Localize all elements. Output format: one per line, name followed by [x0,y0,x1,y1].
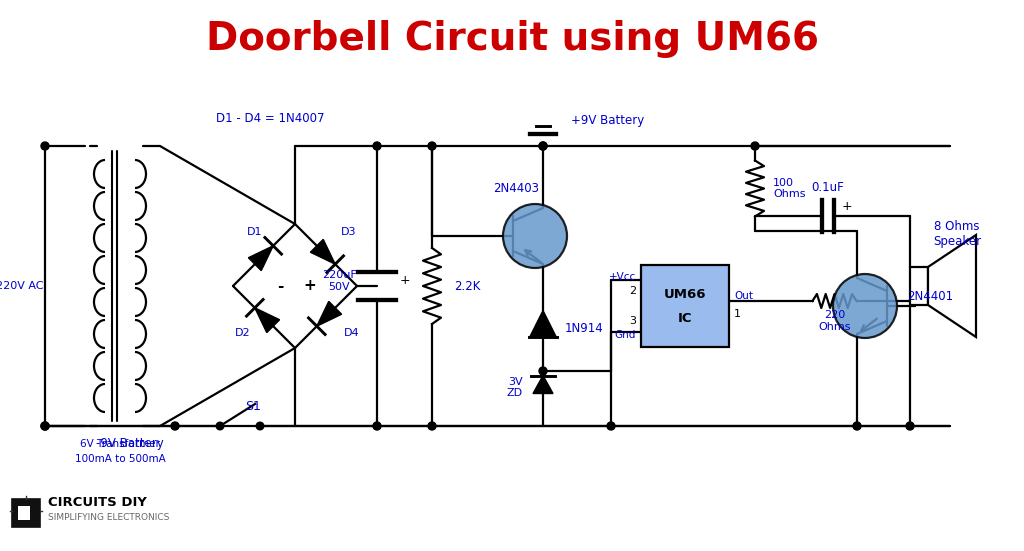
Text: 0.1uF: 0.1uF [812,181,845,194]
Circle shape [41,422,49,430]
Circle shape [171,422,179,430]
Polygon shape [316,301,342,326]
Text: +: + [304,278,316,294]
Text: SIMPLIFYING ELECTRONICS: SIMPLIFYING ELECTRONICS [48,514,169,522]
Circle shape [503,204,567,268]
FancyBboxPatch shape [641,265,729,347]
Text: 8 Ohms: 8 Ohms [934,220,980,234]
Text: 1: 1 [734,309,741,319]
Polygon shape [530,311,556,337]
Text: D2: D2 [236,328,251,338]
Polygon shape [249,246,273,271]
Text: -9V Battery: -9V Battery [96,436,164,450]
Text: Speaker: Speaker [933,235,981,249]
Text: 220
Ohms: 220 Ohms [818,310,851,332]
Circle shape [539,142,547,150]
Text: 3V
ZD: 3V ZD [507,377,523,398]
Text: S1: S1 [245,399,261,413]
Text: +: + [400,274,411,288]
Circle shape [853,422,861,430]
Polygon shape [255,308,280,333]
Text: 2N4403: 2N4403 [493,181,539,195]
Text: 2: 2 [629,286,636,296]
Circle shape [41,142,49,150]
Text: +: + [842,199,853,213]
Circle shape [373,422,381,430]
Circle shape [256,422,264,430]
Circle shape [539,367,547,375]
Text: 100
Ohms: 100 Ohms [773,178,806,199]
Circle shape [428,142,436,150]
Text: 2.2K: 2.2K [454,279,480,293]
Text: 6V Transformer: 6V Transformer [80,439,160,449]
Circle shape [41,422,49,430]
Text: IC: IC [678,312,692,326]
Text: Doorbell Circuit using UM66: Doorbell Circuit using UM66 [206,20,818,58]
Text: 100mA to 500mA: 100mA to 500mA [75,454,165,464]
Text: +Vcc: +Vcc [608,272,636,282]
Text: 3: 3 [629,316,636,326]
Text: CIRCUITS DIY: CIRCUITS DIY [48,496,146,510]
Text: 220uF
50V: 220uF 50V [322,270,356,292]
Circle shape [216,422,224,430]
Text: UM66: UM66 [664,288,707,300]
Text: Out: Out [734,291,753,301]
Text: D1 - D4 = 1N4007: D1 - D4 = 1N4007 [216,112,325,126]
Text: 220V AC: 220V AC [0,281,44,291]
Text: 2N4401: 2N4401 [907,289,953,302]
Text: Gnd: Gnd [614,330,636,340]
Circle shape [607,422,615,430]
Text: D4: D4 [344,328,359,338]
Circle shape [373,142,381,150]
Polygon shape [534,375,553,393]
Text: D1: D1 [247,227,263,237]
Text: -: - [276,278,284,294]
Text: 1N914: 1N914 [565,322,604,335]
FancyBboxPatch shape [18,506,30,520]
FancyBboxPatch shape [12,499,40,527]
Polygon shape [310,239,335,264]
Circle shape [833,274,897,338]
Polygon shape [928,235,976,337]
Circle shape [906,422,914,430]
Text: +9V Battery: +9V Battery [571,114,644,127]
Circle shape [539,142,547,150]
Text: D3: D3 [341,227,356,237]
Circle shape [428,422,436,430]
Polygon shape [910,267,928,305]
Circle shape [751,142,759,150]
